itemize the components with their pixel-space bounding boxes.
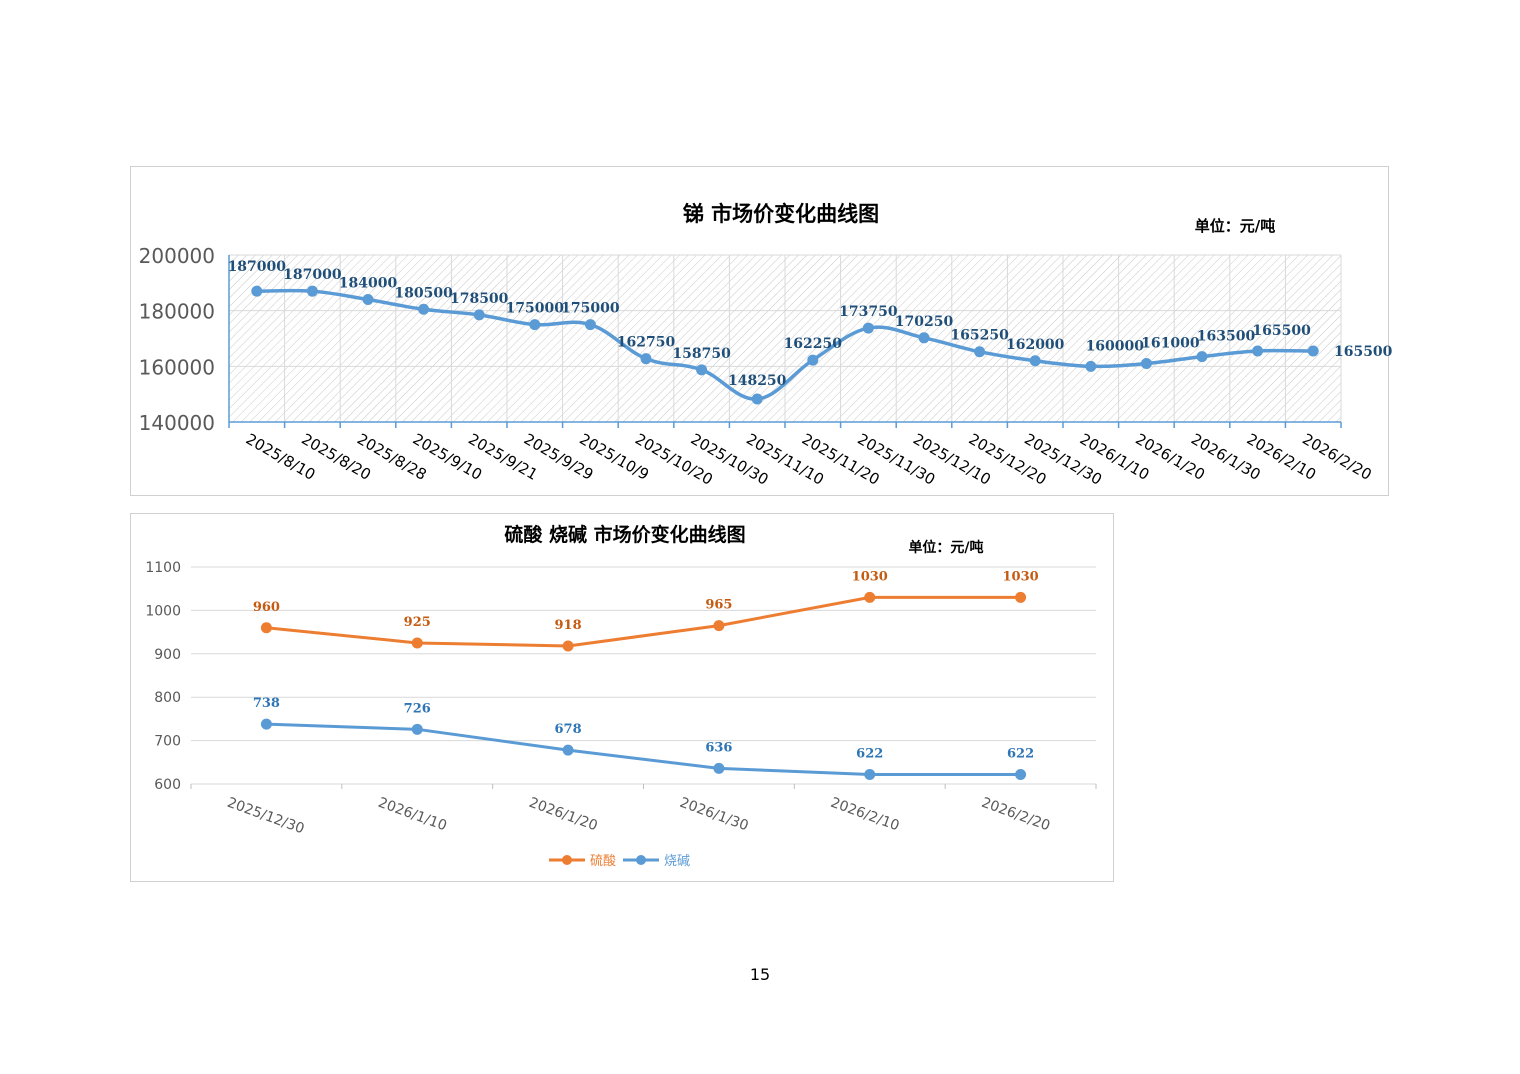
data-label: 173750 bbox=[839, 304, 898, 320]
x-tick-label: 2026/1/20 bbox=[527, 795, 600, 835]
data-point bbox=[306, 285, 318, 297]
data-point bbox=[1307, 345, 1319, 357]
data-label: 187000 bbox=[228, 259, 287, 275]
data-label: 161000 bbox=[1141, 336, 1200, 352]
chart-title: 锑 市场价变化曲线图 bbox=[683, 202, 879, 226]
data-label: 162750 bbox=[617, 335, 676, 351]
data-point bbox=[1015, 591, 1027, 603]
data-label: 165250 bbox=[950, 328, 1009, 344]
x-tick-label: 2026/2/20 bbox=[979, 795, 1052, 835]
data-point bbox=[1015, 768, 1027, 780]
data-point bbox=[418, 303, 430, 315]
data-label: 726 bbox=[404, 701, 431, 716]
data-label: 175000 bbox=[506, 301, 565, 317]
data-label: 960 bbox=[253, 600, 280, 615]
data-label: 170250 bbox=[895, 314, 954, 330]
x-tick-label: 2025/12/30 bbox=[225, 795, 306, 838]
data-point bbox=[562, 640, 574, 652]
data-point bbox=[696, 364, 708, 376]
y-tick-label: 900 bbox=[154, 647, 181, 663]
data-label: 738 bbox=[253, 696, 280, 711]
data-point bbox=[1140, 358, 1152, 370]
acid-alkali-chart-container: 硫酸 烧碱 市场价变化曲线图 单位：元/吨 600 700 800 900 1000 11… bbox=[130, 513, 1114, 882]
antimony-chart-container: 锑 市场价变化曲线图 单位：元/吨 140000 160000 180000 2000… bbox=[130, 166, 1393, 496]
data-label: 187000 bbox=[283, 267, 342, 283]
page-number: 15 bbox=[749, 965, 771, 984]
legend-label: 硫酸 bbox=[590, 854, 616, 869]
data-label: 162000 bbox=[1006, 337, 1065, 353]
x-tick-label: 2026/2/10 bbox=[828, 795, 901, 835]
chart-title: 硫酸 烧碱 市场价变化曲线图 bbox=[504, 523, 745, 546]
sulfuric-acid-caustic-soda-chart: 硫酸 烧碱 市场价变化曲线图 单位：元/吨 600 700 800 900 1000 11… bbox=[145, 523, 1097, 869]
data-label: 178500 bbox=[450, 291, 509, 307]
data-label: 925 bbox=[404, 615, 431, 630]
data-label: 622 bbox=[856, 746, 883, 761]
data-point bbox=[974, 346, 986, 358]
data-label: 165500 bbox=[1334, 344, 1393, 360]
data-label: 180500 bbox=[394, 285, 453, 301]
x-tick-label: 2026/1/30 bbox=[678, 795, 751, 835]
data-point bbox=[1196, 351, 1208, 363]
data-point bbox=[864, 591, 876, 603]
data-point bbox=[640, 353, 652, 365]
data-label: 965 bbox=[705, 598, 732, 613]
data-label: 160000 bbox=[1086, 338, 1145, 354]
y-tick-label: 800 bbox=[154, 690, 181, 706]
data-point bbox=[918, 332, 930, 344]
data-label: 175000 bbox=[561, 301, 620, 317]
data-label: 678 bbox=[555, 722, 582, 737]
y-tick-label: 700 bbox=[154, 734, 181, 750]
data-point bbox=[1029, 355, 1041, 367]
data-point bbox=[411, 637, 423, 649]
data-point bbox=[1252, 345, 1264, 357]
y-tick-label: 600 bbox=[154, 777, 181, 793]
data-point bbox=[1085, 360, 1097, 372]
data-point bbox=[260, 622, 272, 634]
y-tick-label: 180000 bbox=[139, 300, 215, 324]
data-point bbox=[862, 322, 874, 334]
data-point bbox=[473, 309, 485, 321]
data-point bbox=[362, 294, 374, 306]
legend-label: 烧碱 bbox=[664, 854, 690, 869]
series-line bbox=[266, 722, 1021, 776]
data-label: 184000 bbox=[339, 276, 398, 292]
y-tick-label: 140000 bbox=[139, 411, 215, 435]
data-label: 158750 bbox=[672, 346, 731, 362]
y-tick-label: 1000 bbox=[145, 603, 181, 619]
data-label: 918 bbox=[555, 618, 582, 633]
unit-label: 单位：元/吨 bbox=[1195, 217, 1275, 235]
data-point bbox=[864, 768, 876, 780]
data-point bbox=[411, 723, 423, 735]
y-tick-label: 160000 bbox=[139, 355, 215, 379]
antimony-price-chart: 锑 市场价变化曲线图 单位：元/吨 140000 160000 180000 2000… bbox=[139, 202, 1393, 489]
legend-swatch-marker bbox=[636, 855, 646, 865]
legend-swatch-marker bbox=[562, 855, 572, 865]
data-point bbox=[562, 744, 574, 756]
y-tick-label: 200000 bbox=[139, 244, 215, 268]
series-line bbox=[266, 595, 1021, 648]
data-point bbox=[713, 762, 725, 774]
data-point bbox=[529, 319, 541, 331]
data-point bbox=[713, 620, 725, 632]
data-point bbox=[807, 354, 819, 366]
data-label: 622 bbox=[1007, 746, 1034, 761]
data-label: 162250 bbox=[784, 336, 843, 352]
data-label: 148250 bbox=[728, 373, 787, 389]
data-point bbox=[260, 718, 272, 730]
series-line bbox=[256, 288, 1314, 401]
data-point bbox=[751, 393, 763, 405]
data-label: 1030 bbox=[1002, 569, 1038, 584]
unit-label: 单位：元/吨 bbox=[908, 539, 983, 556]
data-label: 165500 bbox=[1252, 323, 1311, 339]
x-tick-label: 2026/1/10 bbox=[376, 795, 449, 835]
data-point bbox=[251, 285, 263, 297]
data-point bbox=[584, 319, 596, 331]
data-label: 636 bbox=[705, 740, 732, 755]
data-label: 163500 bbox=[1197, 329, 1256, 345]
y-tick-label: 1100 bbox=[145, 560, 181, 576]
data-label: 1030 bbox=[852, 569, 888, 584]
